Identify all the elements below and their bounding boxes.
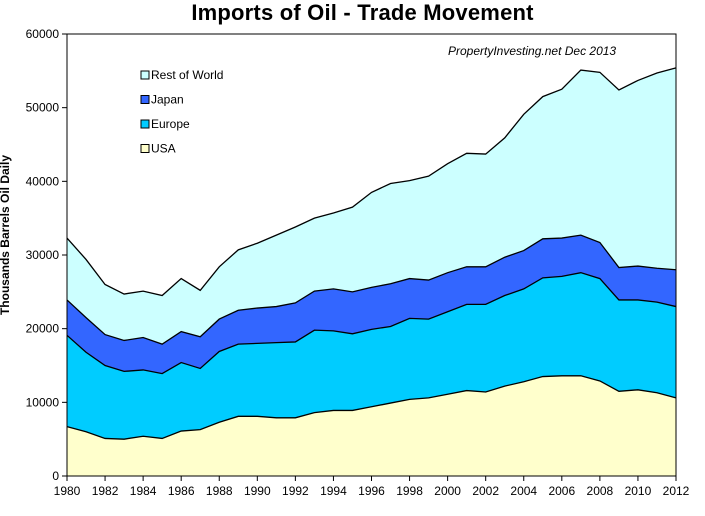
x-tick-label: 1984 (130, 484, 157, 498)
x-tick-label: 2002 (472, 484, 499, 498)
legend-swatch-rest-of-world (140, 70, 150, 80)
legend-label-rest-of-world: Rest of World (151, 68, 223, 82)
legend-swatch-japan (140, 95, 150, 104)
x-tick-label: 1996 (358, 484, 385, 498)
y-tick-label: 20000 (26, 322, 60, 336)
x-tick-label: 1988 (206, 484, 233, 498)
y-tick-label: 30000 (26, 248, 60, 262)
x-tick-label: 1982 (92, 484, 119, 498)
x-tick-label: 2012 (663, 484, 690, 498)
area-usa (67, 375, 676, 476)
x-tick-label: 2010 (625, 484, 652, 498)
x-tick-label: 1990 (244, 484, 271, 498)
y-tick-label: 0 (52, 469, 59, 483)
series-line-usa (66, 375, 677, 440)
series-line-rest-of-world (66, 67, 677, 297)
y-tick-label: 40000 (26, 174, 60, 188)
x-tick-label: 1994 (320, 484, 347, 498)
legend-swatch-europe (140, 119, 150, 129)
x-tick-label: 2008 (587, 484, 614, 498)
x-tick-label: 1980 (54, 484, 81, 498)
area-europe (67, 272, 676, 440)
legend-label-usa: USA (151, 142, 176, 156)
x-tick-label: 1986 (168, 484, 195, 498)
source-annotation: PropertyInvesting.net Dec 2013 (448, 44, 616, 58)
area-japan (67, 235, 676, 374)
legend-label-japan: Japan (151, 93, 184, 107)
y-tick-label: 50000 (26, 101, 60, 115)
y-tick-label: 10000 (26, 395, 60, 409)
legend-swatch-usa (140, 144, 150, 153)
series-line-japan (66, 234, 677, 345)
x-tick-label: 1998 (396, 484, 423, 498)
series-line-europe (66, 272, 677, 375)
legend-label-europe: Europe (151, 117, 190, 131)
x-tick-label: 2006 (548, 484, 575, 498)
y-tick-label: 60000 (26, 27, 60, 41)
x-tick-label: 2004 (510, 484, 537, 498)
chart-title: Imports of Oil - Trade Movement (191, 0, 534, 25)
area-rest-of-world (67, 67, 676, 345)
x-tick-label: 2000 (434, 484, 461, 498)
x-tick-label: 1992 (282, 484, 309, 498)
